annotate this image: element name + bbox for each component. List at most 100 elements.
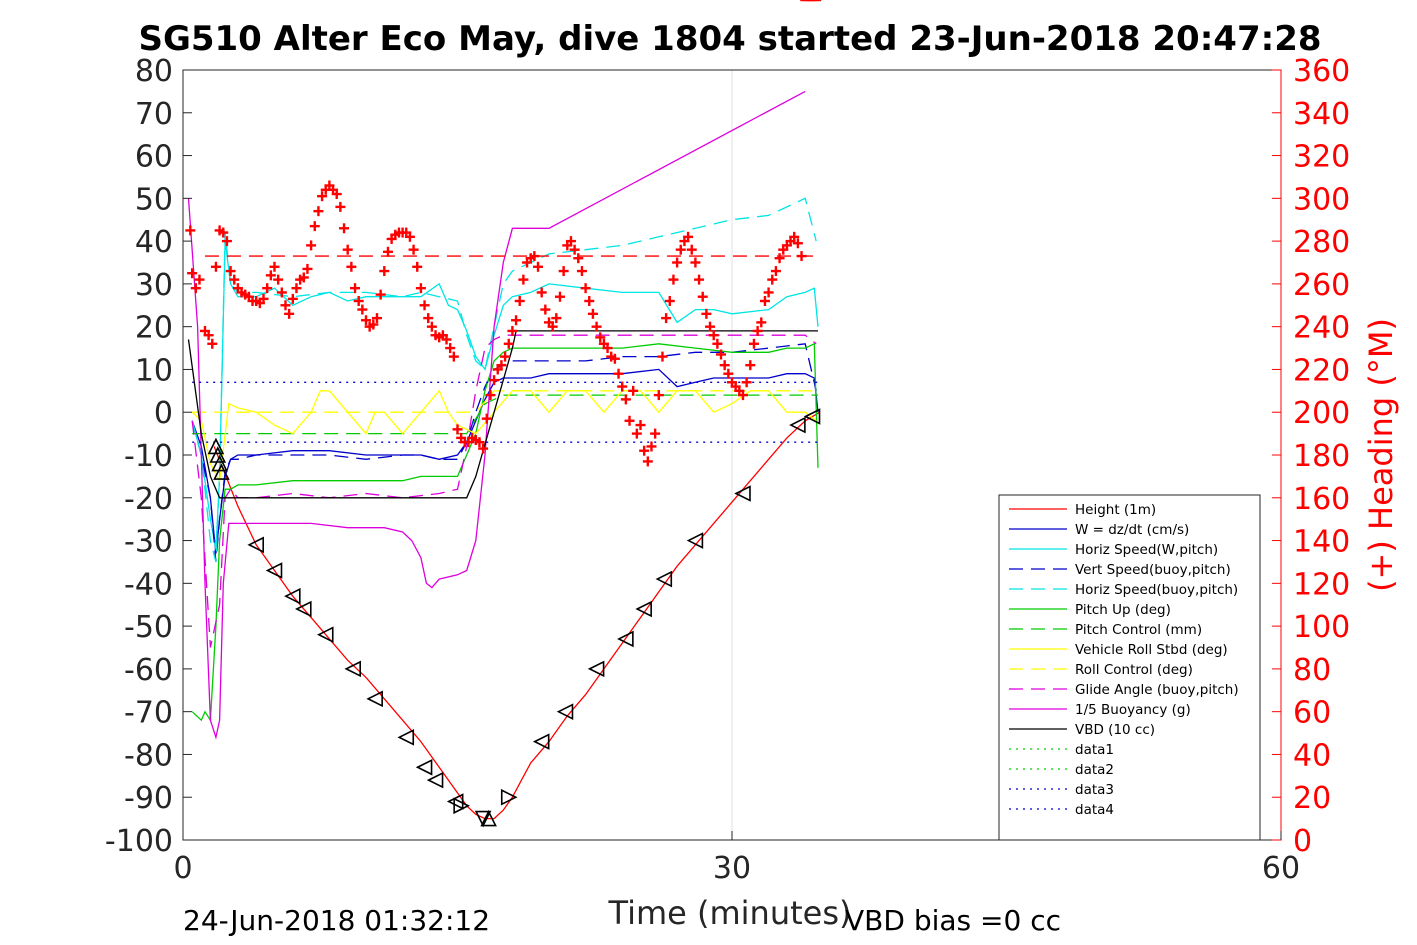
heading-point (218, 227, 229, 238)
triangle-marker (734, 485, 751, 502)
y-tick-label: 40 (135, 225, 173, 260)
triangle-marker (617, 630, 634, 648)
heading-point (620, 394, 631, 405)
triangle-marker (587, 660, 605, 678)
triangle-marker (655, 570, 673, 588)
triangle-marker (247, 536, 265, 554)
heading-point (792, 238, 803, 249)
legend-label: Height (1m) (1075, 502, 1156, 518)
triangle-marker (474, 810, 492, 828)
y-tick-label: 80 (135, 54, 173, 89)
series-line-11 (187, 330, 818, 499)
heading-point (302, 263, 313, 274)
legend-label: data3 (1075, 782, 1114, 798)
legend-entry: Roll Control (deg) (1009, 662, 1193, 678)
legend-label: Pitch Control (mm) (1075, 622, 1202, 638)
right-y-axis-label: (+) Heading (°M) (1362, 318, 1400, 592)
heading-point (339, 223, 350, 234)
y-right-tick-label: 220 (1293, 353, 1350, 388)
heading-point (789, 231, 800, 242)
heading-point (408, 244, 419, 255)
heading-point (190, 283, 201, 294)
heading-point (317, 191, 328, 202)
legend-label: Vert Speed(buoy,pitch) (1075, 562, 1231, 578)
y-tick-label: -70 (124, 696, 173, 731)
triangle-marker (426, 771, 444, 789)
heading-point (745, 360, 756, 371)
heading-point (690, 257, 701, 268)
triangle-marker (213, 463, 230, 480)
heading-point (273, 274, 284, 285)
heading-point (609, 353, 620, 364)
y-right-tick-label: 180 (1293, 439, 1350, 474)
legend-label: Roll Control (deg) (1075, 662, 1193, 678)
heading-point (675, 244, 686, 255)
heading-point (481, 413, 492, 424)
triangle-marker (500, 788, 518, 806)
triangle-marker (635, 600, 652, 618)
heading-point (536, 287, 547, 298)
heading-point (737, 390, 748, 401)
heading-point (796, 251, 807, 262)
heading-point (500, 351, 511, 362)
heading-point (265, 270, 276, 281)
heading-point (287, 293, 298, 304)
heading-point (306, 240, 317, 251)
y-tick-label: 70 (135, 97, 173, 132)
heading-point (712, 338, 723, 349)
heading-point (624, 415, 635, 426)
left-y-axis: 80 70 60 50 40 30 20 10 0 -10 -20 -30 -40 -50 -60 -70 -8… (105, 54, 1281, 859)
heading-point (262, 283, 273, 294)
legend-label: Vehicle Roll Stbd (deg) (1075, 642, 1228, 658)
triangle-marker (415, 758, 433, 776)
heading-point (448, 351, 459, 362)
heading-point (694, 274, 705, 285)
y-tick-label: -50 (124, 610, 173, 645)
series-line-0 (213, 411, 821, 820)
heading-point (185, 225, 196, 236)
heading-point (419, 300, 430, 311)
legend-label: data2 (1075, 762, 1114, 778)
y-tick-label: 60 (135, 140, 173, 175)
heading-point (587, 308, 598, 319)
y-tick-label: 50 (135, 182, 173, 217)
legend-entry: Pitch Up (deg) (1009, 602, 1171, 618)
heading-point (229, 274, 240, 285)
triangle-marker (344, 660, 361, 678)
heading-point (558, 266, 569, 277)
x-axis: 0 30 60 (173, 831, 1300, 886)
heading-point (350, 283, 361, 294)
heading-point (426, 321, 437, 332)
heading-point (657, 351, 668, 362)
heading-point (580, 283, 591, 294)
heading-point (404, 231, 415, 242)
heading-point (767, 274, 778, 285)
heading-point (514, 296, 525, 306)
heading-point (595, 332, 606, 343)
legend-entry: Horiz Speed(buoy,pitch) (1009, 582, 1238, 598)
heading-point (445, 343, 456, 354)
heading-point (569, 244, 580, 255)
heading-point (269, 261, 280, 272)
triangle-marker (453, 797, 470, 815)
heading-point (668, 274, 679, 285)
heading-point (650, 428, 661, 439)
y-tick-label: -20 (124, 482, 173, 517)
heading-point (708, 330, 719, 341)
heading-point (763, 287, 774, 298)
heading-point (701, 308, 712, 319)
heading-point (719, 360, 730, 371)
heading-point (346, 261, 357, 272)
legend-label: 1/5 Buoyancy (g) (1075, 702, 1191, 718)
heading-point (361, 315, 371, 326)
triangle-marker (294, 600, 312, 618)
legend-label: data4 (1075, 802, 1114, 818)
heading-point (187, 268, 198, 279)
y-right-tick-label: 300 (1293, 182, 1350, 217)
heading-point (697, 291, 708, 302)
y-right-tick-label: 120 (1293, 567, 1350, 602)
series-line-2 (191, 241, 819, 550)
heading-point (485, 390, 496, 401)
y-right-tick-label: 100 (1293, 610, 1350, 645)
triangle-marker (316, 626, 334, 643)
